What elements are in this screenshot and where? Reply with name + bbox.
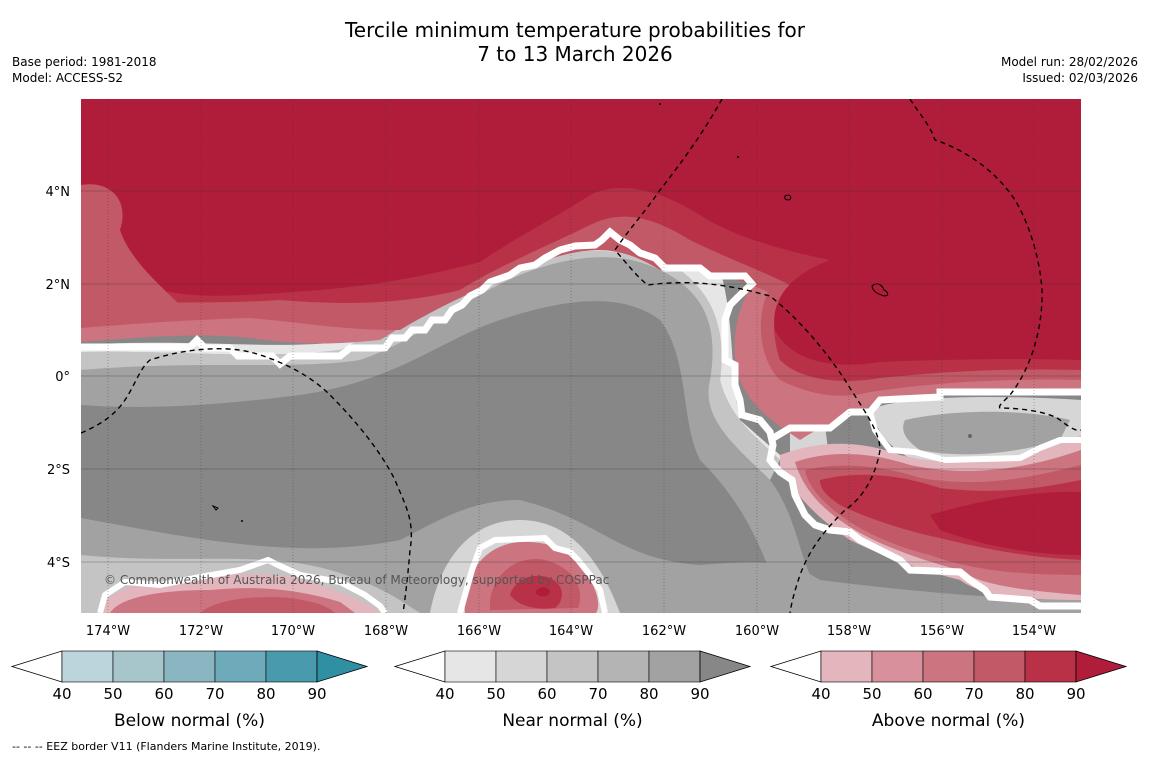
colorbar: 40 50 60 70 80 90 Above normal (%) <box>769 650 1128 731</box>
colorbar-extend-high <box>1075 650 1128 683</box>
island-small-3 <box>737 156 739 158</box>
threshold-line-north <box>81 227 1081 610</box>
colorbar-tick-label: 80 <box>639 685 658 703</box>
lon-axis-labels: 174°W 172°W 170°W 168°W 166°W 164°W 162°… <box>86 624 1056 639</box>
island-small-5 <box>968 434 972 438</box>
colorbar-extend-high <box>699 650 752 683</box>
footer-note: -- -- -- EEZ border V11 (Flanders Marine… <box>12 740 320 753</box>
threshold-line-east-2 <box>867 411 1081 464</box>
eez-borders <box>81 99 1081 613</box>
lon-label: 172°W <box>179 624 223 639</box>
colorbar-tick-label: 90 <box>1066 685 1085 703</box>
colorbar-label: Below normal (%) <box>114 711 265 731</box>
base-period: Base period: 1981-2018 <box>12 55 157 69</box>
colorbar: 40 50 60 70 80 90 Near normal (%) <box>393 650 752 731</box>
island-north <box>784 194 792 201</box>
colorbar-label: Above normal (%) <box>872 711 1025 731</box>
island-small-2 <box>241 520 243 522</box>
colorbar-tick-label: 70 <box>205 685 224 703</box>
lat-axis-labels: 4°N 2°N 0° 2°S 4°S <box>46 185 71 571</box>
colorbar-tick-label: 70 <box>964 685 983 703</box>
colorbar-tick-label: 60 <box>537 685 556 703</box>
meta-left: Base period: 1981-2018 Model: ACCESS-S2 <box>12 54 157 86</box>
colorbar-segment <box>546 650 599 683</box>
colorbar-tick-label: 60 <box>154 685 173 703</box>
lon-label: 162°W <box>642 624 686 639</box>
lon-label: 160°W <box>735 624 779 639</box>
threshold-line-center-blob <box>457 534 608 613</box>
above-normal-west-bulge <box>81 184 180 322</box>
grid-lines <box>81 99 1081 613</box>
lon-label: 174°W <box>86 624 130 639</box>
colorbar-label: Near normal (%) <box>502 711 642 731</box>
colorbar-tick-label: 90 <box>307 685 326 703</box>
colorbar-extend-low <box>769 650 822 683</box>
colorbar-segment <box>214 650 267 683</box>
colorbar-segment <box>922 650 975 683</box>
colorbar-segment <box>1024 650 1077 683</box>
title-line-1: Tercile minimum temperature probabilitie… <box>344 18 806 42</box>
colorbar-tick-label: 80 <box>1015 685 1034 703</box>
threshold-line-sw-blob <box>97 556 388 613</box>
colorbar-tick-label: 40 <box>811 685 830 703</box>
colorbar-segment <box>820 650 873 683</box>
colorbar-tick-label: 50 <box>103 685 122 703</box>
above-normal-north-core <box>81 99 1081 365</box>
colorbar-segment <box>112 650 165 683</box>
lon-label: 166°W <box>457 624 501 639</box>
colorbar-segment <box>444 650 497 683</box>
colorbar-segment <box>597 650 650 683</box>
colorbar: 40 50 60 70 80 90 Below normal (%) <box>10 650 369 731</box>
colorbar-tick-label: 70 <box>588 685 607 703</box>
near-normal-east-pocket-2 <box>903 411 1070 455</box>
lon-label: 154°W <box>1012 624 1056 639</box>
colorbar-segment <box>163 650 216 683</box>
colorbar-segment <box>973 650 1026 683</box>
colorbar-extend-low <box>10 650 63 683</box>
colorbar-tick-label: 80 <box>256 685 275 703</box>
colorbar-segment <box>648 650 701 683</box>
model-run: Model run: 28/02/2026 <box>1000 55 1138 69</box>
eez-border-west <box>81 348 412 613</box>
lat-label: 4°S <box>47 556 70 571</box>
colorbar-tick-label: 40 <box>435 685 454 703</box>
lat-label: 2°N <box>46 278 71 293</box>
island-small-1 <box>211 504 219 511</box>
lat-label: 4°N <box>46 185 71 200</box>
above-normal-blob-sw-3 <box>200 597 335 613</box>
lat-label: 2°S <box>47 463 70 478</box>
colorbar-segment <box>495 650 548 683</box>
model-name: Model: ACCESS-S2 <box>12 71 124 85</box>
colorbar-segment <box>265 650 318 683</box>
eez-border-central <box>614 99 881 613</box>
colorbars: 40 50 60 70 80 90 Below normal (%) 40 50 60 70 80 90… <box>10 650 1128 731</box>
colorbar-tick-label: 50 <box>486 685 505 703</box>
lon-label: 168°W <box>364 624 408 639</box>
colorbar-tick-label: 60 <box>913 685 932 703</box>
colorbar-segment <box>871 650 924 683</box>
copyright-notice: © Commonwealth of Australia 2026, Bureau… <box>104 573 609 587</box>
colorbar-segment <box>61 650 114 683</box>
near-normal-band-north <box>81 257 820 600</box>
colorbar-tick-label: 40 <box>52 685 71 703</box>
colorbar-tick-label: 90 <box>690 685 709 703</box>
above-normal-south-darkest <box>930 491 1081 555</box>
lon-label: 158°W <box>827 624 871 639</box>
probability-field: © Commonwealth of Australia 2026, Bureau… <box>81 99 1081 613</box>
colorbar-tick-label: 50 <box>862 685 881 703</box>
lon-label: 156°W <box>920 624 964 639</box>
issued-date: Issued: 02/03/2026 <box>1022 71 1138 85</box>
map-title: Tercile minimum temperature probabilitie… <box>0 18 1150 66</box>
colorbar-extend-high <box>316 650 369 683</box>
lon-label: 170°W <box>271 624 315 639</box>
lon-label: 164°W <box>549 624 593 639</box>
above-normal-blob-center-dot <box>535 587 550 597</box>
island-small-4 <box>659 103 661 105</box>
meta-right: Model run: 28/02/2026 Issued: 02/03/2026 <box>1001 54 1138 86</box>
eez-border-east <box>909 99 1081 432</box>
title-line-2: 7 to 13 March 2026 <box>477 42 673 66</box>
lat-label: 0° <box>55 370 70 385</box>
colorbar-extend-low <box>393 650 446 683</box>
